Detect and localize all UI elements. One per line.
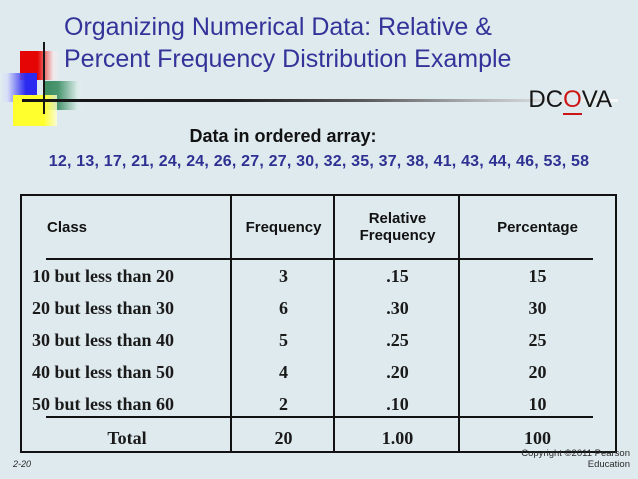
total-percentage: 100: [524, 428, 551, 448]
total-frequency: 20: [274, 428, 293, 448]
dcova-label: DCOVA: [528, 86, 612, 115]
cell-percentage: 15: [528, 265, 547, 286]
total-rule: [46, 416, 593, 418]
table-total-row: Total 20 1.00 100: [22, 420, 615, 455]
table-row: 30 but less than 40 5 .25 25: [22, 324, 615, 356]
cell-percentage: 25: [528, 329, 547, 350]
cell-frequency: 3: [279, 265, 288, 286]
header-frequency: Frequency: [245, 218, 322, 236]
header-relative-frequency: Relative Frequency: [359, 210, 436, 244]
slide-number: 2-20: [13, 459, 32, 469]
cell-class: 10 but less than 20: [32, 265, 175, 286]
slide-title-line2: Percent Frequency Distribution Example: [64, 45, 512, 73]
cell-relative-frequency: .20: [386, 361, 409, 382]
table-row: 20 but less than 30 6 .30 30: [22, 292, 615, 324]
cell-percentage: 10: [528, 393, 547, 414]
header-class: Class: [47, 218, 88, 236]
table-row: 40 but less than 50 4 .20 20: [22, 356, 615, 388]
cell-class: 20 but less than 30: [32, 297, 175, 318]
table-row: 10 but less than 20 3 .15 15: [22, 260, 615, 292]
title-underline-gradient-rule: [22, 99, 618, 102]
cell-frequency: 2: [279, 393, 288, 414]
copyright-notice: Copyright ©2011 Pearson Education: [521, 448, 630, 470]
dcova-prefix: DC: [528, 86, 564, 113]
cell-percentage: 20: [528, 361, 547, 382]
cell-relative-frequency: .25: [386, 329, 409, 350]
total-label: Total: [107, 428, 147, 448]
cell-class: 40 but less than 50: [32, 361, 175, 382]
cell-frequency: 4: [279, 361, 288, 382]
slide-title-line1: Organizing Numerical Data: Relative &: [64, 13, 492, 41]
column-divider-2: [333, 196, 335, 451]
header-percentage: Percentage: [497, 218, 578, 236]
cell-relative-frequency: .30: [386, 297, 409, 318]
cell-relative-frequency: .15: [386, 265, 409, 286]
dcova-highlight-letter: O: [563, 86, 582, 115]
decoration-vertical-line: [43, 42, 45, 114]
table-header-row: Class Frequency Relative Frequency Perce…: [22, 196, 615, 258]
copyright-line2: Education: [587, 459, 630, 470]
cell-relative-frequency: .10: [386, 393, 409, 414]
cell-class: 50 but less than 60: [32, 393, 175, 414]
cell-frequency: 6: [279, 297, 288, 318]
ordered-array-label: Data in ordered array:: [189, 126, 377, 146]
column-divider-3: [458, 196, 460, 451]
cell-class: 30 but less than 40: [32, 329, 175, 350]
header-rule: [46, 258, 593, 260]
frequency-distribution-table: Class Frequency Relative Frequency Perce…: [20, 194, 617, 453]
copyright-line1: Copyright ©2011 Pearson: [521, 448, 630, 459]
dcova-suffix: VA: [581, 86, 612, 113]
total-relative-frequency: 1.00: [381, 428, 414, 448]
table-body: 10 but less than 20 3 .15 15 20 but less…: [22, 260, 615, 455]
table-row: 50 but less than 60 2 .10 10: [22, 388, 615, 420]
slide-title: Organizing Numerical Data: Relative & Pe…: [64, 11, 609, 75]
column-divider-1: [230, 196, 232, 451]
cell-frequency: 5: [279, 329, 288, 350]
ordered-array-values: 12, 13, 17, 21, 24, 24, 26, 27, 27, 30, …: [48, 153, 590, 170]
cell-percentage: 30: [528, 297, 547, 318]
